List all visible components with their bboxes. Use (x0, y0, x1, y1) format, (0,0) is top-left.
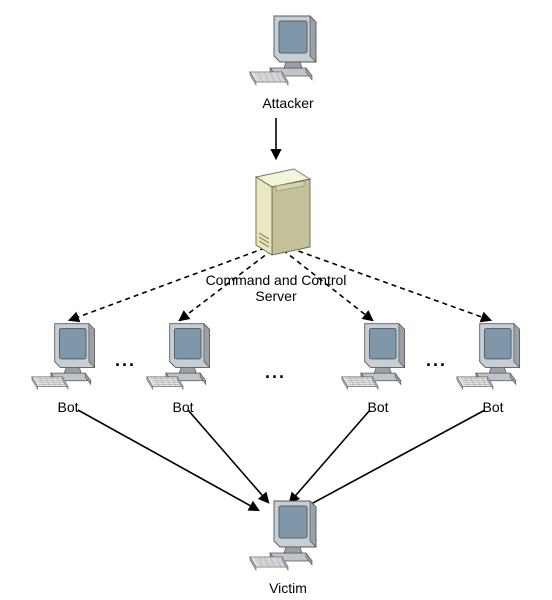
ellipsis-0: ... (115, 350, 136, 371)
computer-icon (340, 318, 416, 392)
bot3-label: Bot (340, 399, 416, 415)
server-label: Command and Control Server (196, 272, 356, 304)
edge-bot2-victim (188, 410, 268, 502)
server-node (248, 165, 318, 266)
bot2-label: Bot (145, 399, 221, 415)
bot4-node: Bot (455, 318, 531, 415)
victim-label: Victim (248, 580, 328, 596)
computer-icon (30, 318, 106, 392)
computer-icon (248, 10, 328, 88)
bot1-node: Bot (30, 318, 106, 415)
bot4-label: Bot (455, 399, 531, 415)
server-icon (248, 165, 318, 261)
ellipsis-2: ... (426, 350, 447, 371)
computer-icon (455, 318, 531, 392)
attacker-label: Attacker (248, 95, 328, 111)
attacker-node: Attacker (248, 10, 328, 111)
bot1-label: Bot (30, 399, 106, 415)
bot2-node: Bot (145, 318, 221, 415)
edge-bot3-victim (290, 410, 370, 502)
computer-icon (248, 495, 328, 573)
victim-node: Victim (248, 495, 328, 596)
bot3-node: Bot (340, 318, 416, 415)
ellipsis-1: ... (265, 362, 286, 383)
computer-icon (145, 318, 221, 392)
